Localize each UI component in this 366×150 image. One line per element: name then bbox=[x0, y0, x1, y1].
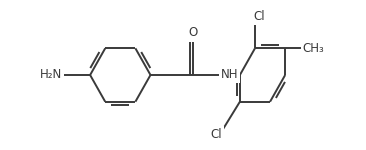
Text: O: O bbox=[189, 26, 198, 39]
Text: Cl: Cl bbox=[211, 128, 223, 141]
Text: NH: NH bbox=[221, 69, 238, 81]
Text: Cl: Cl bbox=[254, 11, 265, 23]
Text: CH₃: CH₃ bbox=[303, 42, 324, 55]
Text: H₂N: H₂N bbox=[40, 69, 62, 81]
